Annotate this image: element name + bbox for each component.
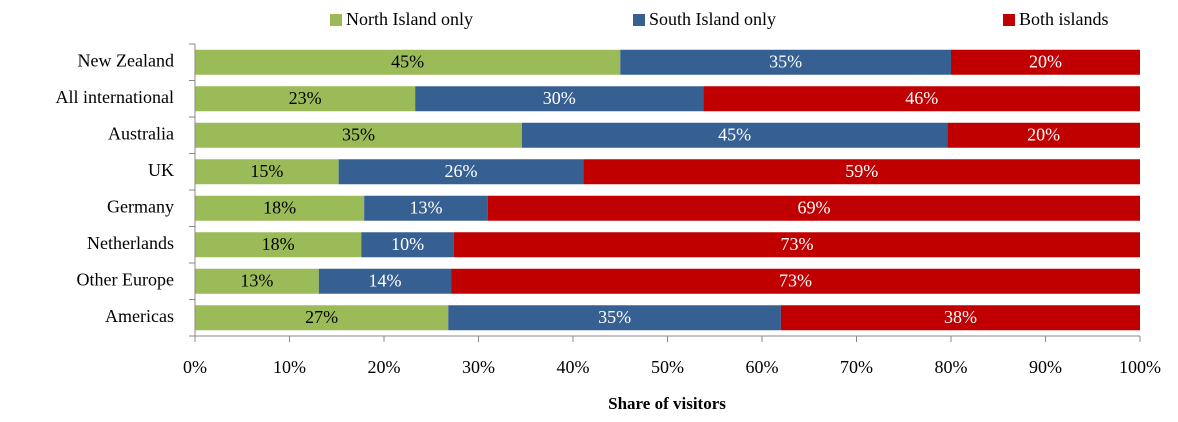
x-tick-label: 10% — [273, 357, 306, 377]
y-tick-label: Germany — [107, 196, 174, 216]
data-label: 23% — [289, 88, 322, 108]
data-label: 45% — [718, 124, 751, 144]
data-label: 18% — [262, 234, 295, 254]
x-tick-label: 80% — [935, 357, 968, 377]
bar-segment — [448, 305, 781, 331]
legend-label: Both islands — [1019, 9, 1109, 29]
data-label: 18% — [263, 197, 296, 217]
data-label: 15% — [250, 161, 283, 181]
bar-segment — [318, 268, 452, 294]
data-label: 35% — [598, 307, 631, 327]
legend-label: North Island only — [346, 9, 473, 29]
data-label: 30% — [543, 88, 576, 108]
bar-segment — [703, 86, 1140, 112]
bar-segment — [947, 122, 1140, 148]
data-label: 59% — [845, 161, 878, 181]
legend-label: South Island only — [649, 9, 776, 29]
x-tick-label: 20% — [368, 357, 401, 377]
data-label: 13% — [410, 197, 443, 217]
bar-segment — [195, 122, 522, 148]
data-label: 14% — [368, 270, 401, 290]
data-label: 46% — [905, 88, 938, 108]
legend-swatch — [330, 14, 342, 26]
y-tick-label: Other Europe — [77, 269, 174, 289]
data-label: 38% — [944, 307, 977, 327]
legend-swatch — [633, 14, 645, 26]
bar-segment — [195, 305, 449, 331]
x-tick-label: 0% — [183, 357, 207, 377]
data-label: 69% — [797, 197, 830, 217]
data-label: 26% — [445, 161, 478, 181]
bar-segment — [521, 122, 948, 148]
x-axis-title: Share of visitors — [608, 394, 726, 413]
x-tick-label: 50% — [651, 357, 684, 377]
bar-segment — [195, 159, 339, 185]
data-label: 10% — [391, 234, 424, 254]
y-tick-label: Australia — [108, 123, 174, 143]
y-tick-label: New Zealand — [78, 50, 174, 70]
bar-segment — [951, 49, 1140, 75]
bar-segment — [195, 86, 416, 112]
y-tick-label: Americas — [105, 306, 174, 326]
legend-swatch — [1003, 14, 1015, 26]
bar-segment — [780, 305, 1140, 331]
bar-segment — [338, 159, 584, 185]
data-label: 20% — [1029, 51, 1062, 71]
bar-segment — [195, 268, 319, 294]
bar-segment — [195, 232, 362, 258]
x-tick-label: 70% — [840, 357, 873, 377]
x-tick-label: 90% — [1029, 357, 1062, 377]
bar-segment — [361, 232, 454, 258]
x-tick-label: 100% — [1119, 357, 1161, 377]
y-tick-label: All international — [56, 87, 174, 107]
bar-segment — [451, 268, 1141, 294]
x-tick-label: 60% — [746, 357, 779, 377]
data-label: 45% — [391, 51, 424, 71]
data-label: 35% — [769, 51, 802, 71]
bar-segment — [364, 195, 488, 221]
bar-segment — [453, 232, 1140, 258]
bar-segment — [195, 195, 365, 221]
data-label: 73% — [780, 234, 813, 254]
bar-segment — [415, 86, 704, 112]
y-tick-label: UK — [148, 160, 174, 180]
data-label: 20% — [1027, 124, 1060, 144]
y-tick-label: Netherlands — [87, 233, 174, 253]
bar-segment — [620, 49, 951, 75]
x-tick-label: 40% — [557, 357, 590, 377]
bar-segment — [583, 159, 1140, 185]
x-tick-label: 30% — [462, 357, 495, 377]
bar-segment — [487, 195, 1140, 221]
data-label: 35% — [342, 124, 375, 144]
data-label: 13% — [240, 270, 273, 290]
bar-segment — [195, 49, 621, 75]
data-label: 73% — [779, 270, 812, 290]
data-label: 27% — [305, 307, 338, 327]
